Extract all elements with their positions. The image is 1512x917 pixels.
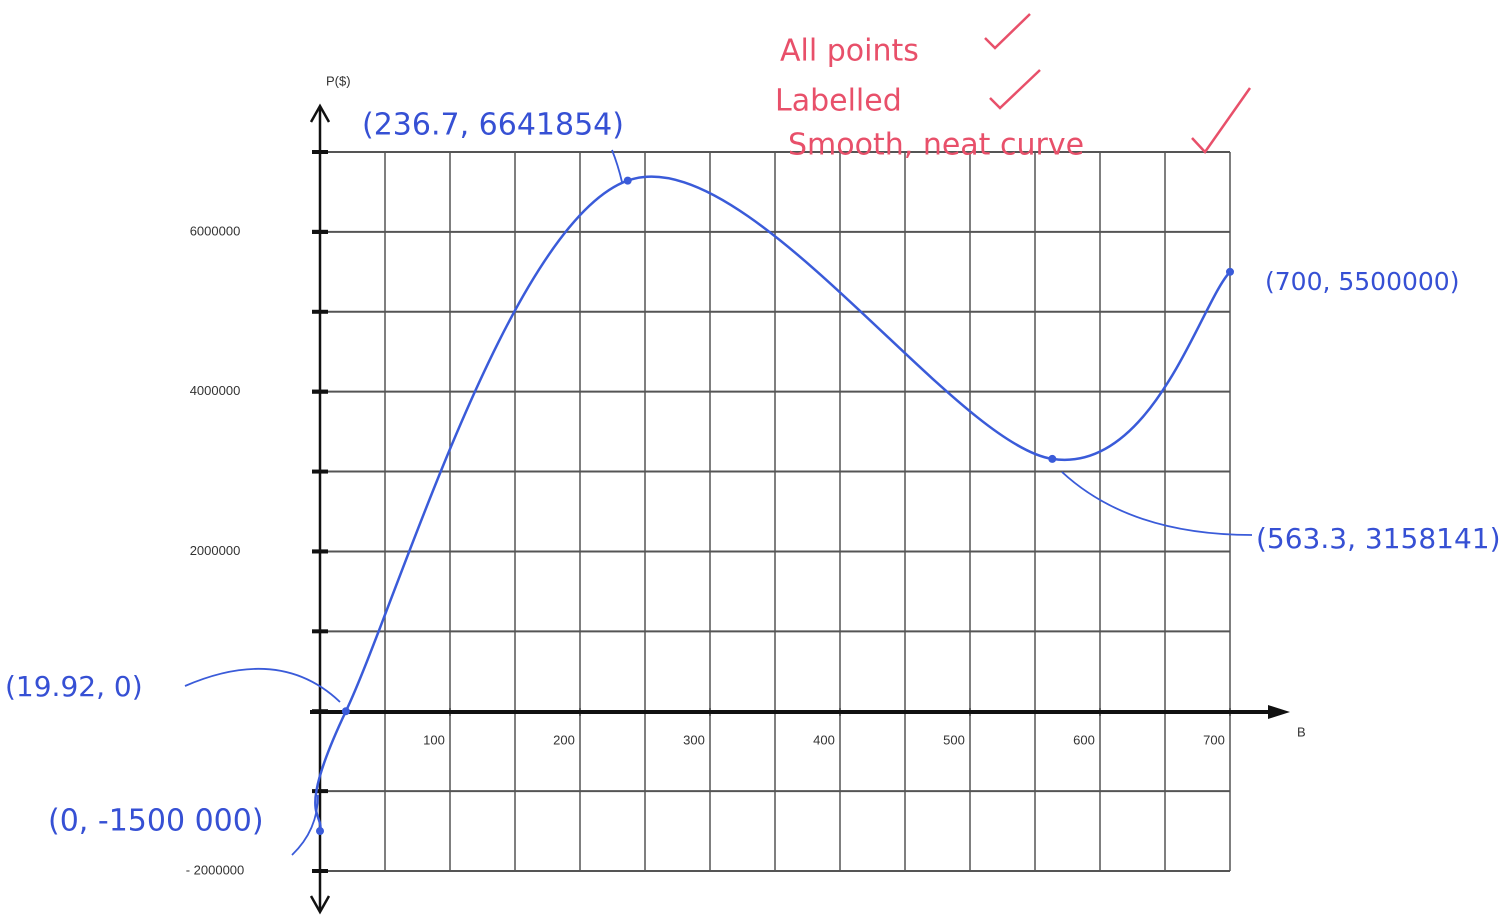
chart: P($) B All points Labelled Smooth, neat …: [0, 0, 1512, 917]
note: Labelled: [775, 84, 902, 119]
point: [1226, 268, 1234, 276]
x-tick-label: 500: [943, 732, 965, 747]
leader-line: [1062, 472, 1252, 535]
point-label: (563.3, 3158141): [1256, 522, 1501, 555]
check-mark: [1192, 88, 1250, 152]
x-tick-label: 600: [1073, 732, 1095, 747]
check-mark: [990, 70, 1040, 108]
x-tick-label: 100: [423, 732, 445, 747]
point-label: (700, 5500000): [1265, 267, 1459, 296]
x-axis-arrow: [1268, 705, 1290, 719]
point: [624, 177, 632, 185]
y-tick-label: 6000000: [190, 223, 241, 238]
point-label: (236.7, 6641854): [362, 108, 624, 143]
point-label: (19.92, 0): [5, 670, 143, 703]
x-axis-label: B: [1297, 724, 1306, 739]
point: [316, 827, 324, 835]
point: [342, 707, 350, 715]
y-tick-label: 2000000: [190, 543, 241, 558]
x-tick-label: 700: [1203, 732, 1225, 747]
x-tick-label: 400: [813, 732, 835, 747]
leader-line: [612, 150, 622, 182]
y-tick-label: 4000000: [190, 383, 241, 398]
note: All points: [780, 34, 919, 69]
x-tick-label: 200: [553, 732, 575, 747]
x-tick-label: 300: [683, 732, 705, 747]
check-mark: [985, 14, 1030, 48]
point-label: (0, -1500 000): [48, 804, 264, 839]
notes: All points Labelled Smooth, neat curve: [775, 14, 1250, 163]
leader-line: [185, 669, 340, 702]
point: [1048, 455, 1056, 463]
y-axis-label: P($): [326, 73, 351, 88]
y-tick-label: - 2000000: [186, 862, 245, 877]
grid: [312, 152, 1230, 871]
note: Smooth, neat curve: [788, 128, 1084, 163]
